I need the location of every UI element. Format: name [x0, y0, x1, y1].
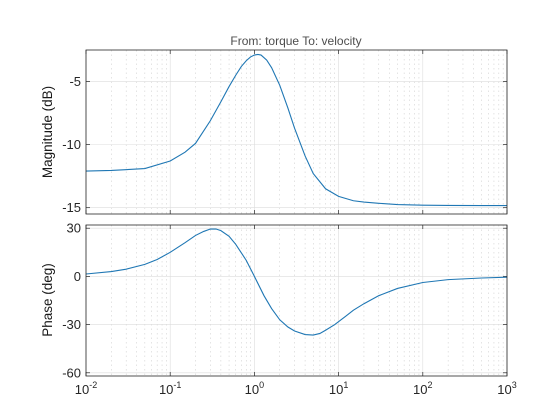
y-tick-label: -10	[62, 137, 81, 152]
y-tick-label: -15	[62, 200, 81, 215]
magnitude-curve	[85, 53, 507, 207]
magnitude-panel: -15 -10 -5 Magnitude (dB)	[40, 49, 508, 215]
x-tick-label: 101	[329, 380, 348, 397]
x-tick-label: 100	[245, 380, 264, 397]
y-tick-label: 30	[67, 221, 81, 236]
chart-title: From: torque To: velocity	[230, 34, 361, 48]
x-tick-label: 10-1	[159, 380, 181, 397]
y-tick-label: -5	[69, 74, 81, 89]
magnitude-frame	[85, 49, 508, 215]
x-tick-label: 103	[497, 380, 516, 397]
frequency-x-ticks: 10-2 10-1 100 101 102 103	[75, 380, 517, 397]
phase-plot-area	[86, 225, 507, 376]
phase-y-axis-label: Phase (deg)	[40, 263, 55, 337]
x-tick-label: 102	[413, 380, 432, 397]
phase-panel: -60 -30 0 30 Phase (deg)	[40, 221, 508, 380]
magnitude-grid	[85, 50, 508, 214]
x-tick-label: 10-2	[75, 380, 97, 397]
magnitude-y-axis-label: Magnitude (dB)	[40, 86, 55, 178]
phase-frame	[85, 224, 508, 377]
y-tick-label: -60	[62, 365, 81, 380]
phase-curve	[85, 228, 508, 336]
y-tick-label: 0	[74, 269, 81, 284]
y-tick-label: -30	[62, 317, 81, 332]
